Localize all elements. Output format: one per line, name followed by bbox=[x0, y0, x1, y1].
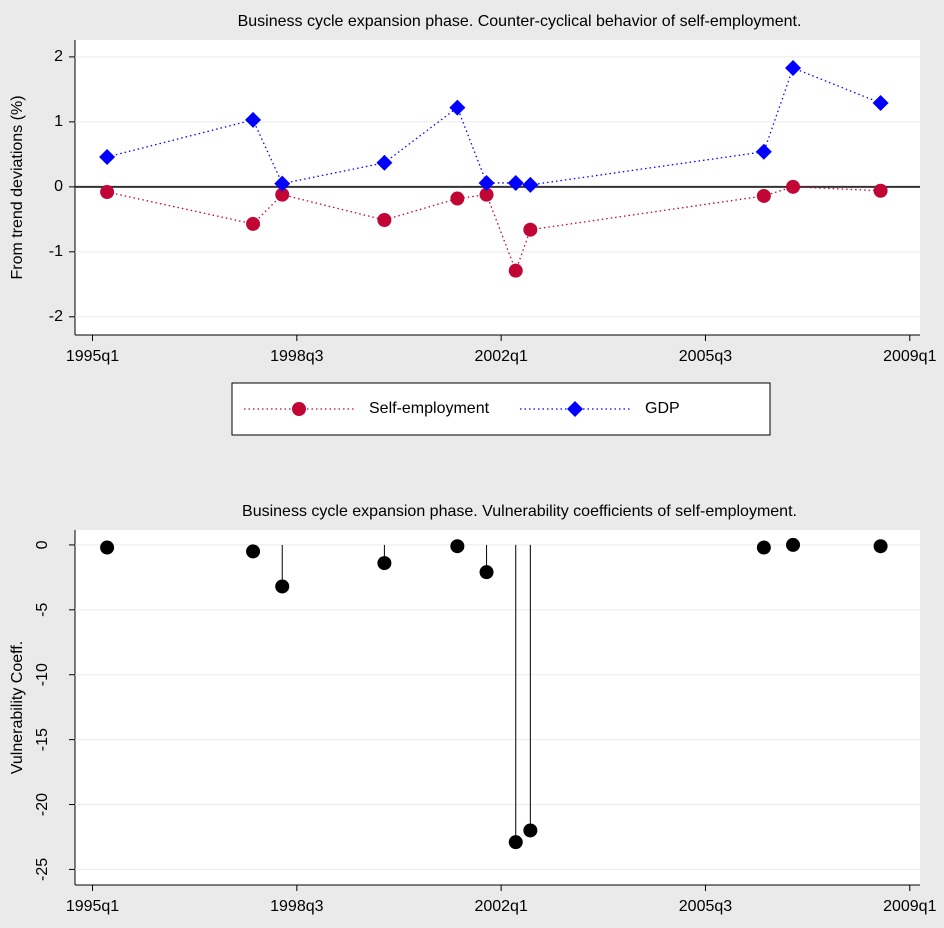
y-tick-label: -5 bbox=[34, 603, 51, 617]
marker bbox=[873, 183, 888, 198]
y-tick-label: 2 bbox=[54, 48, 63, 65]
x-tick-label: 1995q1 bbox=[66, 348, 119, 365]
marker bbox=[275, 187, 290, 202]
marker bbox=[756, 540, 771, 555]
marker bbox=[523, 823, 538, 838]
y-tick-label: 0 bbox=[34, 540, 51, 549]
marker bbox=[292, 402, 306, 416]
marker bbox=[100, 185, 115, 200]
x-tick-label: 2005q3 bbox=[679, 898, 732, 915]
x-tick-label: 1998q3 bbox=[270, 348, 323, 365]
x-tick-label: 1998q3 bbox=[270, 898, 323, 915]
marker bbox=[873, 539, 888, 554]
plot-area bbox=[75, 530, 920, 885]
marker bbox=[567, 401, 583, 417]
y-tick-label: -15 bbox=[34, 728, 51, 751]
marker bbox=[377, 212, 392, 227]
marker bbox=[523, 222, 538, 237]
marker bbox=[274, 175, 291, 192]
x-tick-label: 2002q1 bbox=[474, 898, 527, 915]
marker bbox=[449, 99, 466, 116]
legend-label: Self-employment bbox=[369, 400, 490, 417]
x-tick-label: 2009q1 bbox=[883, 898, 936, 915]
marker bbox=[786, 537, 801, 552]
y-tick-label: -20 bbox=[34, 793, 51, 816]
y-tick-label: -25 bbox=[34, 858, 51, 881]
marker bbox=[508, 835, 523, 850]
y-axis-label: Vulnerability Coeff. bbox=[9, 641, 26, 774]
marker bbox=[275, 579, 290, 594]
marker bbox=[755, 143, 772, 160]
legend-label: GDP bbox=[645, 400, 680, 417]
y-tick-label: 1 bbox=[54, 113, 63, 130]
x-tick-label: 2005q3 bbox=[679, 348, 732, 365]
marker bbox=[785, 59, 802, 76]
x-tick-label: 1995q1 bbox=[66, 898, 119, 915]
marker bbox=[479, 565, 494, 580]
marker bbox=[756, 188, 771, 203]
marker bbox=[99, 148, 116, 165]
marker bbox=[508, 263, 523, 278]
marker bbox=[246, 216, 261, 231]
marker bbox=[246, 544, 261, 559]
y-tick-label: -10 bbox=[34, 663, 51, 686]
marker bbox=[872, 95, 889, 112]
marker bbox=[100, 540, 115, 555]
y-tick-label: -2 bbox=[49, 308, 63, 325]
marker bbox=[786, 179, 801, 194]
y-axis-label: From trend deviations (%) bbox=[9, 95, 26, 279]
x-tick-label: 2002q1 bbox=[474, 348, 527, 365]
marker bbox=[522, 176, 539, 193]
marker bbox=[507, 174, 524, 191]
x-tick-label: 2009q1 bbox=[883, 348, 936, 365]
marker bbox=[450, 539, 465, 554]
chart-title: Business cycle expansion phase. Vulnerab… bbox=[242, 503, 797, 520]
marker bbox=[377, 556, 392, 571]
marker bbox=[478, 174, 495, 191]
marker bbox=[450, 191, 465, 206]
marker bbox=[245, 111, 262, 128]
chart-title: Business cycle expansion phase. Counter-… bbox=[238, 13, 802, 30]
marker bbox=[376, 154, 393, 171]
y-tick-label: -1 bbox=[49, 243, 63, 260]
marker bbox=[479, 187, 494, 202]
series-line bbox=[106, 67, 881, 186]
y-tick-label: 0 bbox=[54, 178, 63, 195]
